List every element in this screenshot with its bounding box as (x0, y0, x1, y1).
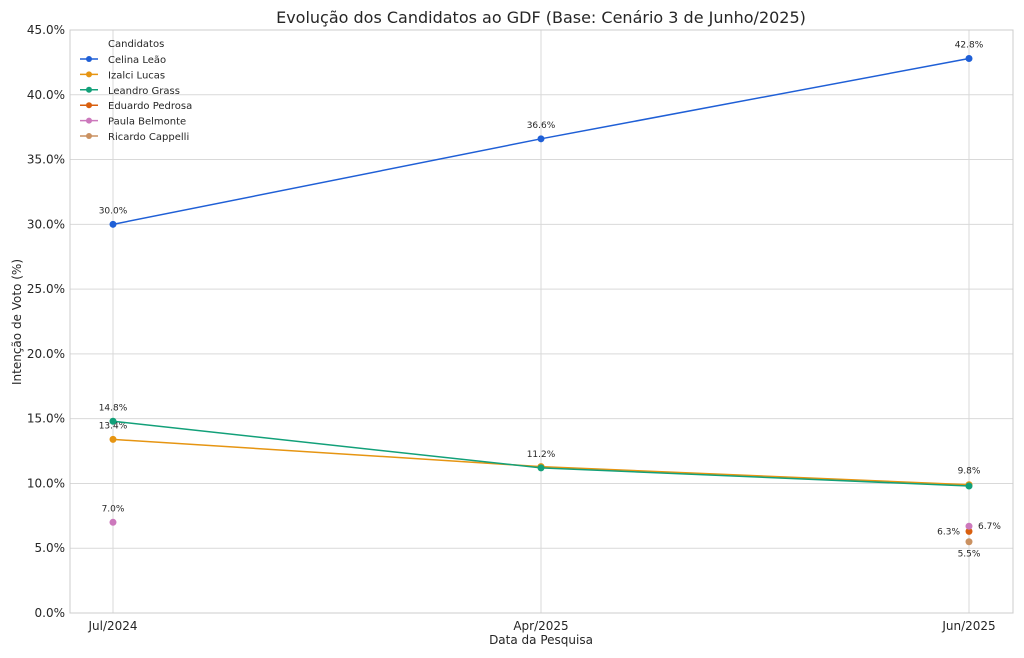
data-label: 6.7% (978, 522, 1001, 532)
data-point (965, 527, 973, 535)
x-tick-label: Jul/2024 (87, 619, 137, 633)
y-tick-label: 5.0% (35, 541, 66, 555)
y-tick-label: 35.0% (27, 153, 65, 167)
data-point (109, 435, 117, 443)
data-label: 6.3% (937, 527, 960, 537)
legend-title: Candidatos (108, 39, 164, 50)
legend-entry: Leandro Grass (108, 86, 180, 97)
data-point (109, 220, 117, 228)
y-tick-label: 0.0% (35, 606, 66, 620)
data-point (965, 538, 973, 546)
y-tick-label: 20.0% (27, 347, 65, 361)
legend-marker (86, 71, 92, 78)
data-point (965, 522, 973, 530)
x-tick-label: Apr/2025 (513, 619, 568, 633)
data-point (965, 482, 973, 490)
data-label: 14.8% (99, 403, 128, 413)
plot-frame (69, 29, 1014, 614)
data-label: 7.0% (102, 504, 125, 514)
data-point (965, 55, 973, 63)
legend-marker (86, 117, 92, 124)
y-tick-label: 10.0% (27, 476, 65, 490)
legend-entry: Izalci Lucas (108, 70, 165, 81)
data-label: 13.4% (99, 421, 128, 431)
y-tick-label: 30.0% (27, 217, 65, 231)
data-label: 9.8% (958, 467, 981, 477)
legend-marker (86, 86, 92, 93)
legend-entry: Celina Leão (108, 55, 166, 66)
x-tick-label: Jun/2025 (941, 619, 995, 633)
data-point (109, 417, 117, 425)
data-point (537, 135, 545, 143)
y-tick-label: 15.0% (27, 412, 65, 426)
x-axis-label: Data da Pesquisa (489, 633, 593, 647)
legend-marker (86, 133, 92, 139)
data-label: 5.5% (958, 550, 981, 560)
legend-entry: Eduardo Pedrosa (108, 101, 192, 112)
y-tick-label: 45.0% (27, 23, 65, 37)
chart-title: Evolução dos Candidatos ao GDF (Base: Ce… (276, 8, 806, 27)
data-label: 42.8% (955, 41, 984, 51)
legend-marker (86, 102, 92, 109)
y-tick-label: 40.0% (27, 88, 65, 102)
y-axis-label: Intenção de Voto (%) (10, 259, 24, 385)
y-tick-label: 25.0% (27, 282, 65, 296)
data-label: 36.6% (527, 121, 556, 131)
data-point (109, 518, 117, 526)
data-point (537, 464, 545, 472)
data-label: 30.0% (99, 206, 128, 216)
legend-entry: Paula Belmonte (108, 117, 186, 128)
legend-marker (86, 56, 92, 62)
legend-entry: Ricardo Cappelli (108, 132, 189, 143)
data-label: 11.2% (527, 450, 556, 460)
